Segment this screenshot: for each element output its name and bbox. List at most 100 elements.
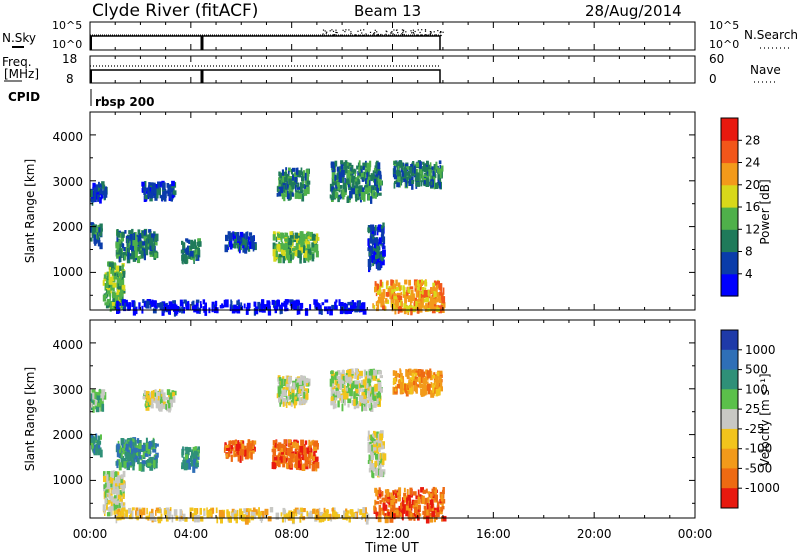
velocity-cell — [290, 446, 293, 453]
power-cluster — [224, 231, 257, 254]
power-cell — [411, 180, 415, 184]
velocity-cell — [260, 510, 265, 518]
power-cell — [385, 292, 390, 297]
power-cell — [438, 181, 441, 189]
power-cell — [147, 301, 150, 305]
velocity-cell — [241, 449, 245, 455]
velocity-cell — [103, 475, 107, 482]
power-cell — [170, 184, 174, 189]
velocity-cell — [102, 504, 106, 511]
power-cell — [108, 276, 113, 285]
velocity-cell — [275, 455, 280, 462]
velocity-cell — [100, 392, 105, 398]
nsearch-point — [350, 31, 352, 33]
power-cell — [235, 232, 238, 241]
velocity-cell — [302, 375, 306, 381]
velocity-cell — [128, 455, 131, 462]
velocity-cell — [337, 390, 341, 399]
velocity-cell — [378, 440, 382, 448]
power-cell — [377, 225, 380, 231]
velocity-cell — [392, 377, 397, 383]
power-cell — [148, 229, 152, 233]
power-cell — [435, 298, 439, 303]
power-cell — [124, 230, 127, 234]
power-cell — [121, 284, 126, 291]
power-cell — [293, 172, 297, 177]
velocity-cell — [224, 442, 227, 448]
power-cell — [378, 237, 382, 245]
power-cell — [412, 306, 416, 313]
power-cell — [262, 299, 265, 306]
velocity-cell — [416, 378, 419, 382]
power-cell — [303, 245, 305, 254]
velocity-cell — [251, 512, 255, 516]
velocity-cell — [310, 452, 313, 459]
velocity-cell — [301, 397, 306, 403]
power-cell — [244, 246, 248, 251]
velocity-cell — [252, 440, 257, 445]
power-cell — [161, 195, 163, 201]
power-cell — [338, 169, 341, 175]
power-cell — [344, 162, 347, 169]
velocity-cluster — [276, 375, 311, 409]
power-cell — [369, 180, 371, 186]
power-cell — [403, 307, 407, 315]
velocity-cell — [151, 402, 154, 407]
power-cell — [367, 247, 370, 252]
velocity-cell — [312, 454, 317, 463]
power-cell — [179, 299, 183, 307]
velocity-cell — [308, 439, 311, 446]
velocity-cell — [145, 402, 148, 406]
velocity-cell — [394, 388, 397, 392]
velocity-cell — [145, 390, 149, 399]
power-cell — [112, 286, 115, 292]
velocity-cell — [131, 510, 134, 519]
velocity-cell — [116, 504, 119, 509]
nsearch-point — [442, 31, 444, 33]
velocity-cell — [211, 507, 215, 514]
velocity-cell — [340, 395, 344, 403]
power-ytick-3000: 3000 — [52, 175, 83, 189]
power-cell — [115, 249, 120, 257]
power-cell — [278, 191, 282, 197]
power-cell — [339, 308, 344, 315]
velocity-cell — [130, 510, 134, 518]
velocity-cell — [142, 396, 146, 400]
velocity-cell — [356, 369, 358, 376]
power-cell — [403, 303, 407, 309]
power-cell — [242, 237, 244, 245]
power-cluster — [372, 279, 446, 316]
power-cell — [134, 236, 138, 245]
power-cell — [134, 301, 136, 309]
power-cell — [340, 185, 343, 189]
nsearch-point — [334, 34, 336, 36]
power-cell — [393, 165, 396, 173]
velocity-cell — [164, 510, 167, 515]
nsearch-point — [393, 29, 395, 31]
velocity-cell — [93, 437, 96, 444]
power-cell — [368, 250, 371, 256]
power-cell — [379, 298, 382, 304]
velocity-cell — [120, 502, 124, 506]
power-cell — [379, 172, 382, 180]
power-cell — [153, 242, 155, 249]
power-cell — [413, 165, 416, 174]
power-cell — [166, 183, 170, 188]
power-cell — [407, 170, 411, 176]
power-cell — [349, 190, 352, 199]
power-cell — [301, 176, 304, 181]
velocity-cell — [382, 510, 385, 516]
power-cell — [377, 162, 381, 169]
velocity-cell — [404, 383, 407, 391]
power-cell — [356, 182, 359, 189]
velocity-cell — [360, 399, 363, 403]
velocity-cell — [354, 388, 359, 394]
power-cell — [237, 242, 240, 249]
power-cell — [195, 299, 200, 303]
power-cell — [429, 301, 433, 306]
power-cell — [249, 235, 254, 243]
velocity-cell — [442, 515, 447, 522]
power-cell — [365, 179, 369, 187]
power-cell — [394, 307, 397, 315]
velocity-cell — [239, 442, 243, 450]
